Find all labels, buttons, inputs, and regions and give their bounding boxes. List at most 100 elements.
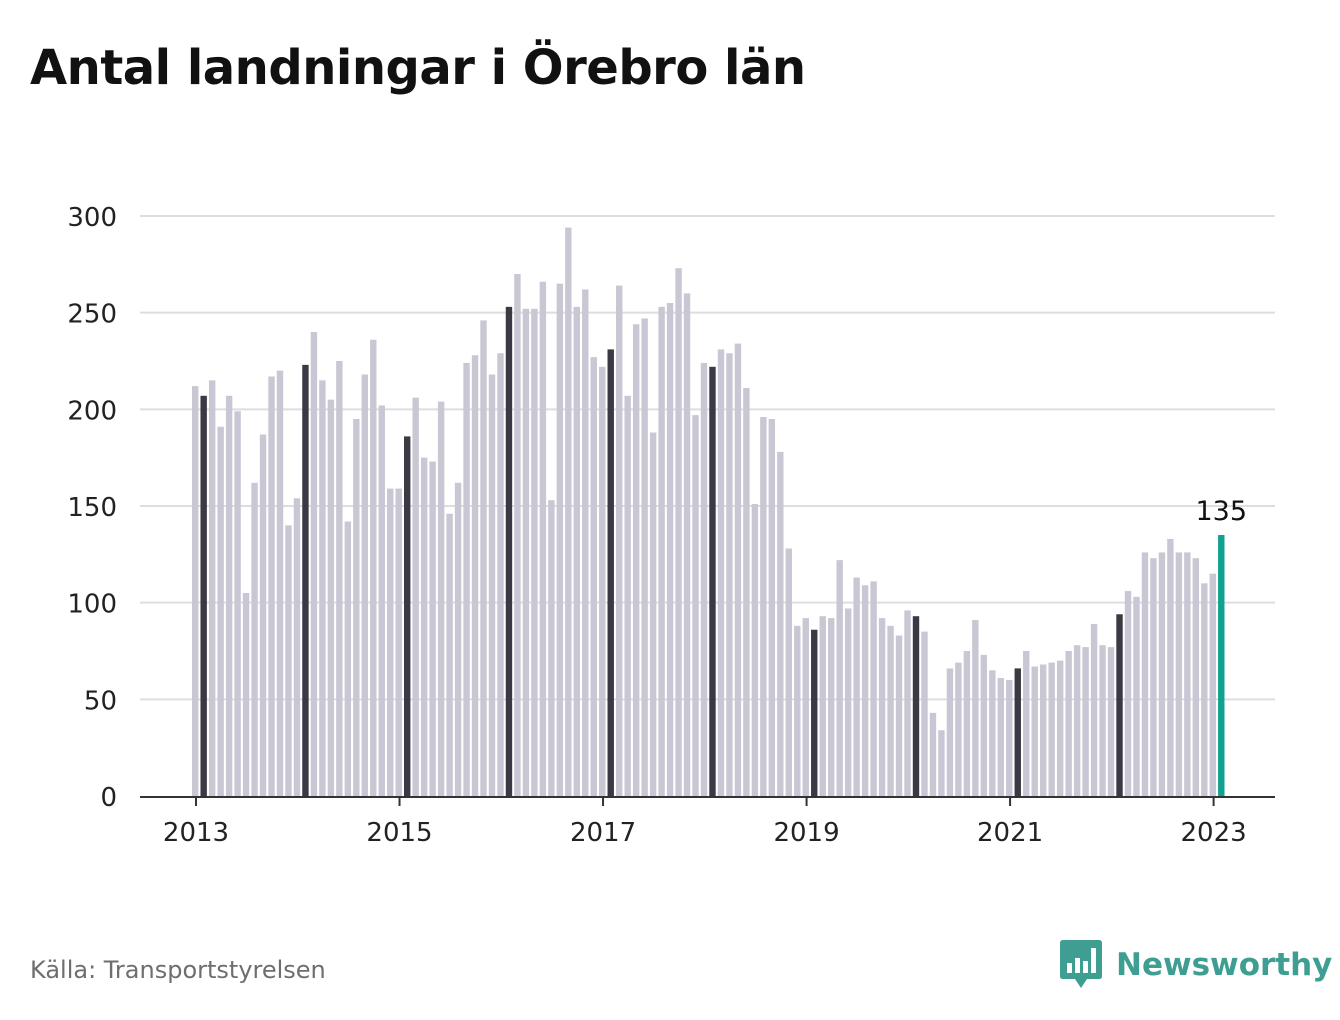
y-tick-label: 50 [84, 686, 117, 716]
bar [225, 395, 233, 796]
x-axis-ticks: 2013 2015 2017 2019 2021 2023 [163, 796, 1247, 848]
bar [599, 366, 606, 796]
bar [794, 625, 801, 796]
bar [1209, 573, 1216, 796]
bar [488, 374, 496, 796]
bar [811, 629, 818, 796]
bar [980, 654, 988, 796]
y-tick-label: 0 [100, 783, 117, 813]
bar [963, 651, 971, 796]
bar [853, 577, 860, 796]
x-tick-label: 2021 [977, 818, 1043, 848]
bar [497, 353, 504, 796]
bar [1158, 552, 1166, 796]
bar [649, 432, 657, 796]
bar [1090, 623, 1098, 796]
bar [972, 620, 979, 796]
bar [1184, 552, 1191, 796]
bar [505, 306, 513, 796]
bar [1023, 651, 1030, 796]
bar [276, 370, 284, 796]
bar [420, 457, 428, 796]
bar [658, 306, 665, 796]
bar [565, 227, 572, 797]
icon-bar-1 [1067, 963, 1072, 973]
bar [293, 498, 301, 796]
bar [683, 293, 691, 796]
bar [259, 434, 267, 796]
bar [208, 380, 216, 796]
x-tick-label: 2013 [163, 818, 229, 848]
y-tick-label: 200 [67, 396, 117, 426]
bar [531, 308, 538, 796]
bar [242, 593, 250, 796]
bar [327, 399, 335, 796]
y-tick-label: 300 [67, 203, 117, 233]
x-tick-label: 2015 [366, 818, 432, 848]
bar [607, 349, 614, 796]
bar [751, 504, 759, 796]
bar [734, 343, 742, 796]
chart-title: Antal landningar i Örebro län [30, 40, 806, 96]
bar [556, 283, 564, 796]
bar [700, 362, 708, 796]
bar [726, 353, 733, 796]
brand-logo: Newsworthy [1060, 940, 1332, 990]
bar [1133, 596, 1140, 796]
bar [904, 610, 911, 796]
y-axis-ticks: 0 50 100 150 200 250 300 [67, 203, 117, 813]
bar [361, 374, 368, 796]
bar [1201, 583, 1208, 796]
bar [437, 401, 445, 796]
bar [768, 419, 776, 796]
bar [675, 268, 682, 796]
bar [192, 386, 199, 796]
bar [268, 376, 275, 796]
bars [192, 227, 1225, 797]
bar [370, 339, 377, 796]
bar [743, 388, 750, 796]
bar [955, 662, 962, 796]
bar [912, 616, 920, 796]
bar [539, 281, 547, 797]
icon-bar-3 [1083, 961, 1088, 973]
bar [1107, 647, 1115, 796]
bar [336, 361, 343, 796]
bar [819, 616, 826, 796]
x-tick-label: 2017 [570, 818, 636, 848]
bar [641, 318, 648, 796]
bar [590, 357, 597, 796]
bar [514, 274, 521, 796]
bar [921, 631, 928, 796]
bar [1150, 558, 1157, 796]
bar [378, 405, 385, 796]
bar [353, 419, 360, 796]
bar [1175, 552, 1183, 796]
bar [1014, 668, 1021, 796]
bar [1006, 680, 1013, 796]
bar [1073, 645, 1081, 796]
bar [777, 451, 784, 796]
bar [344, 521, 352, 796]
bar [522, 308, 530, 796]
bar [310, 332, 318, 796]
bar [929, 712, 937, 796]
bar [717, 349, 725, 796]
bar [1031, 666, 1038, 796]
bar [582, 289, 589, 796]
bar [1082, 647, 1089, 796]
bar [760, 417, 767, 796]
bar [412, 397, 419, 796]
bar [997, 678, 1004, 796]
bar [1116, 614, 1123, 796]
bar [666, 303, 674, 796]
bar [285, 525, 292, 796]
bar [387, 488, 394, 796]
bar [471, 355, 479, 796]
bar [878, 618, 886, 796]
bar [624, 395, 631, 796]
bar [454, 482, 462, 796]
source-note: Källa: Transportstyrelsen [30, 956, 326, 984]
bar [895, 635, 903, 796]
bar [1124, 591, 1132, 796]
